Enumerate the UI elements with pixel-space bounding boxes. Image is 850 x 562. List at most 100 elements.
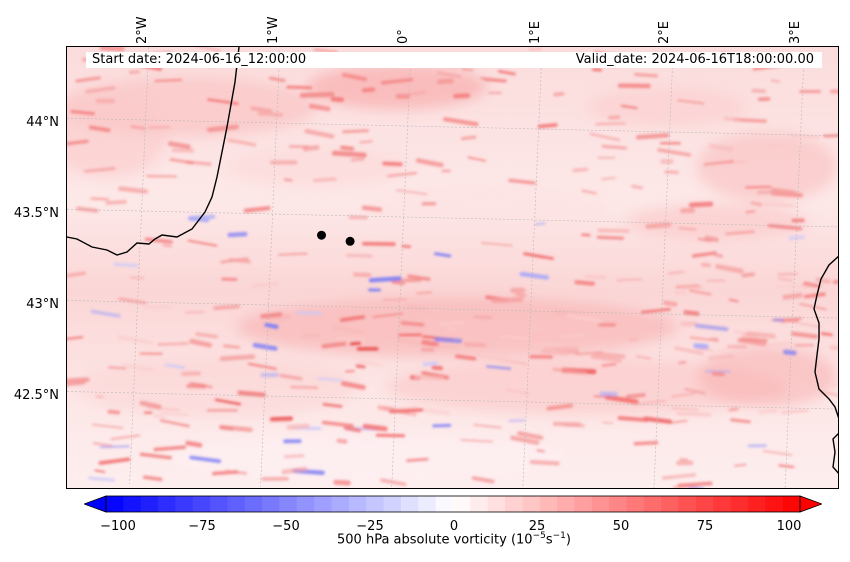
- vorticity-streak: [517, 431, 544, 440]
- vorticity-streak: [460, 438, 493, 443]
- vorticity-streak: [91, 423, 124, 429]
- vorticity-streak: [70, 110, 95, 115]
- vorticity-streak: [751, 88, 766, 93]
- vorticity-streak: [594, 351, 626, 359]
- vorticity-streak: [491, 297, 524, 304]
- vorticity-streak: [225, 469, 247, 475]
- vorticity-streak: [107, 366, 127, 370]
- vorticity-streak: [353, 272, 372, 278]
- vorticity-streak: [228, 258, 251, 264]
- vorticity-streak: [628, 338, 639, 341]
- vorticity-streak: [88, 476, 115, 482]
- vorticity-streak: [213, 304, 240, 311]
- vorticity-streak: [391, 278, 422, 283]
- colorbar-tick-25: 25: [528, 519, 546, 534]
- vorticity-streak: [336, 336, 367, 343]
- colorbar-tick-minus-75: −75: [188, 519, 216, 534]
- colorbar-segment: [366, 496, 385, 512]
- vorticity-streak: [536, 449, 545, 453]
- vorticity-streak: [164, 363, 186, 369]
- colorbar-max-extension: [799, 495, 822, 513]
- vorticity-streak: [708, 143, 734, 152]
- vorticity-streak: [75, 76, 101, 83]
- vorticity-streak: [421, 339, 440, 347]
- vorticity-streak: [67, 271, 87, 278]
- vorticity-streak: [416, 291, 432, 295]
- vorticity-streak: [467, 156, 487, 162]
- vorticity-streak: [534, 222, 546, 226]
- vorticity-streak: [671, 419, 688, 424]
- vorticity-streak: [387, 171, 418, 178]
- vorticity-streak: [207, 98, 239, 105]
- vorticity-streak: [446, 326, 459, 332]
- vorticity-streak: [336, 438, 348, 444]
- vorticity-streak: [331, 150, 367, 158]
- vorticity-map: [67, 47, 838, 488]
- vorticity-streak: [252, 282, 279, 288]
- vorticity-streak: [355, 364, 366, 369]
- vorticity-region: [367, 187, 607, 227]
- vorticity-streak: [153, 445, 187, 452]
- colorbar-segment: [383, 496, 402, 512]
- vorticity-streak: [780, 409, 809, 414]
- vorticity-streak: [372, 312, 404, 318]
- meridian-line: [522, 56, 543, 488]
- vorticity-streak: [607, 346, 617, 350]
- vorticity-streak: [778, 203, 798, 208]
- vorticity-streak: [508, 419, 526, 422]
- vorticity-streak: [185, 440, 203, 448]
- colorbar-segment: [435, 496, 454, 512]
- vorticity-streak: [278, 252, 308, 256]
- vorticity-streak: [219, 354, 256, 362]
- colorbar-segment: [418, 496, 437, 512]
- vorticity-streak: [657, 148, 692, 157]
- colorbar-segment: [695, 496, 714, 512]
- vorticity-streak: [113, 262, 138, 268]
- colorbar-segment: [591, 496, 610, 512]
- vorticity-streak: [471, 476, 495, 484]
- vorticity-streak: [581, 189, 597, 195]
- vorticity-streak: [711, 371, 725, 377]
- vorticity-region: [167, 432, 567, 482]
- vorticity-streak: [461, 68, 474, 72]
- vorticity-streak: [529, 459, 560, 466]
- colorbar-title-exp1: −5: [532, 531, 546, 541]
- vorticity-region: [67, 97, 167, 177]
- vorticity-streak: [330, 96, 345, 102]
- vorticity-streak: [361, 205, 383, 212]
- vorticity-streak: [139, 452, 172, 460]
- vorticity-streak: [480, 76, 508, 83]
- vorticity-streak: [733, 463, 747, 467]
- vorticity-streak: [159, 419, 190, 428]
- vorticity-streak: [704, 235, 719, 243]
- parallel-line: [67, 391, 838, 410]
- vorticity-streak: [269, 416, 294, 422]
- vorticity-streak: [169, 158, 194, 165]
- vorticity-streak: [590, 354, 622, 363]
- vorticity-streak: [154, 79, 183, 82]
- colorbar-segment: [279, 496, 298, 512]
- vorticity-streak: [799, 303, 827, 311]
- vorticity-streak: [475, 352, 512, 364]
- vorticity-streak: [777, 277, 793, 282]
- vorticity-streak: [688, 201, 714, 208]
- colorbar-segment: [609, 496, 627, 512]
- colorbar-segment: [140, 496, 159, 512]
- vorticity-streak: [436, 78, 454, 85]
- colorbar-title-suffix: ): [565, 532, 571, 548]
- vorticity-streak: [317, 377, 343, 382]
- vorticity-streak: [758, 409, 777, 414]
- vorticity-streak: [765, 141, 796, 150]
- vorticity-streak: [105, 200, 127, 205]
- vorticity-streak: [589, 132, 621, 142]
- colorbar-segment: [400, 496, 419, 512]
- vorticity-streak: [286, 85, 313, 90]
- vorticity-streak: [560, 333, 587, 338]
- vorticity-streak: [771, 187, 797, 195]
- vorticity-streak: [406, 457, 429, 463]
- vorticity-streak: [695, 323, 729, 332]
- vorticity-streak: [728, 407, 739, 412]
- lon-label-2w: 2°W: [135, 16, 150, 44]
- vorticity-streak: [407, 274, 431, 281]
- colorbar-segment: [192, 496, 211, 512]
